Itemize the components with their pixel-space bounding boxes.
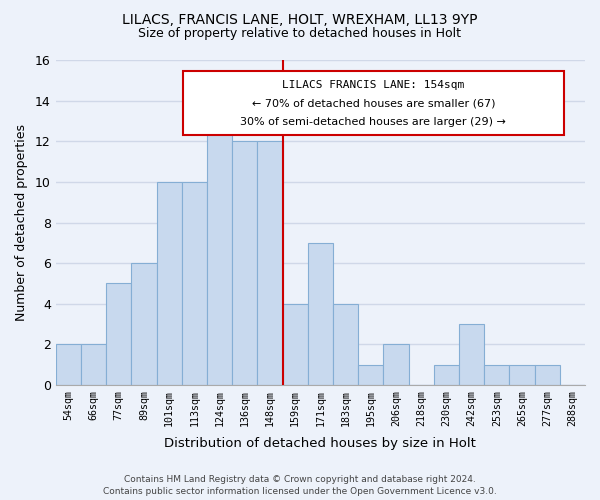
Bar bbox=[283, 304, 308, 385]
Bar bbox=[157, 182, 182, 385]
Text: Size of property relative to detached houses in Holt: Size of property relative to detached ho… bbox=[139, 28, 461, 40]
Bar bbox=[358, 364, 383, 385]
Bar bbox=[434, 364, 459, 385]
Bar bbox=[484, 364, 509, 385]
Bar bbox=[308, 243, 333, 385]
Text: LILACS, FRANCIS LANE, HOLT, WREXHAM, LL13 9YP: LILACS, FRANCIS LANE, HOLT, WREXHAM, LL1… bbox=[122, 12, 478, 26]
Text: ← 70% of detached houses are smaller (67): ← 70% of detached houses are smaller (67… bbox=[251, 98, 495, 108]
Bar bbox=[131, 263, 157, 385]
Text: LILACS FRANCIS LANE: 154sqm: LILACS FRANCIS LANE: 154sqm bbox=[282, 80, 464, 90]
Bar bbox=[56, 344, 81, 385]
Bar bbox=[257, 142, 283, 385]
Text: 30% of semi-detached houses are larger (29) →: 30% of semi-detached houses are larger (… bbox=[241, 117, 506, 127]
Text: Contains public sector information licensed under the Open Government Licence v3: Contains public sector information licen… bbox=[103, 487, 497, 496]
Text: Contains HM Land Registry data © Crown copyright and database right 2024.: Contains HM Land Registry data © Crown c… bbox=[124, 474, 476, 484]
Bar bbox=[232, 142, 257, 385]
Bar bbox=[106, 284, 131, 385]
FancyBboxPatch shape bbox=[183, 72, 564, 135]
Bar bbox=[182, 182, 207, 385]
Bar bbox=[333, 304, 358, 385]
Bar bbox=[207, 121, 232, 385]
Bar bbox=[459, 324, 484, 385]
X-axis label: Distribution of detached houses by size in Holt: Distribution of detached houses by size … bbox=[164, 437, 476, 450]
Bar bbox=[535, 364, 560, 385]
Bar bbox=[509, 364, 535, 385]
Bar bbox=[81, 344, 106, 385]
Bar bbox=[383, 344, 409, 385]
Y-axis label: Number of detached properties: Number of detached properties bbox=[15, 124, 28, 321]
